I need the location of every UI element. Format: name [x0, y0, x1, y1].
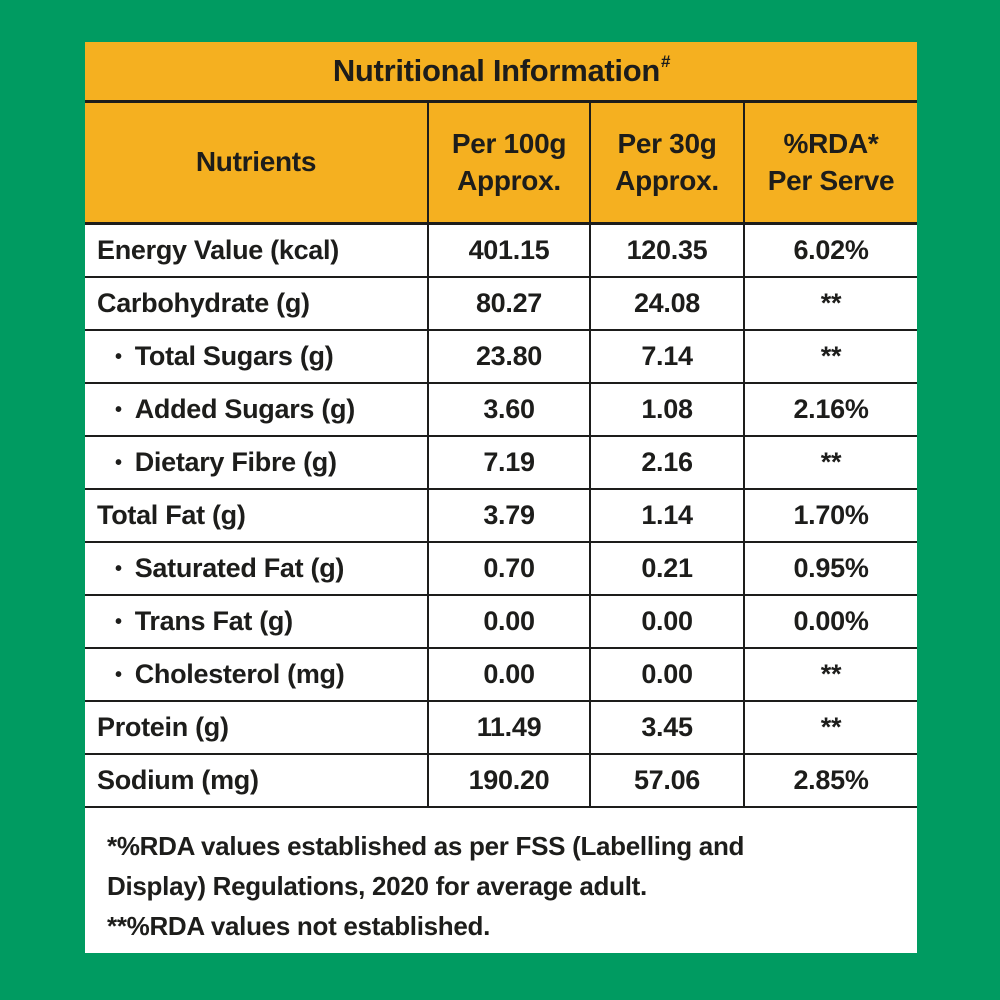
table-row-added-sugars: • Added Sugars (g) 3.60 1.08 2.16%: [85, 384, 917, 437]
bullet-icon: •: [115, 345, 122, 368]
bullet-icon: •: [115, 663, 122, 686]
row-label: Energy Value (kcal): [97, 235, 339, 265]
value-per-30g: 24.08: [589, 278, 743, 329]
value-per-30g: 0.00: [589, 649, 743, 700]
value-rda-per-serve: 6.02%: [743, 225, 917, 276]
value-rda-per-serve: 2.85%: [743, 755, 917, 806]
title-superscript-hash: #: [661, 52, 671, 71]
table-title-row: Nutritional Information #: [85, 42, 917, 103]
row-label: • Dietary Fibre (g): [85, 437, 427, 488]
value-per-100g: 3.79: [427, 490, 589, 541]
value-rda-per-serve: **: [743, 649, 917, 700]
value-per-100g: 11.49: [427, 702, 589, 753]
value-per-100g: 80.27: [427, 278, 589, 329]
value-rda-per-serve: **: [743, 437, 917, 488]
bullet-icon: •: [115, 557, 122, 580]
value-per-30g: 0.21: [589, 543, 743, 594]
column-header-per-30g: Per 30g Approx.: [589, 103, 743, 222]
value-per-30g: 120.35: [589, 225, 743, 276]
row-label: Protein (g): [97, 712, 229, 742]
value-per-100g: 3.60: [427, 384, 589, 435]
value-per-100g: 0.00: [427, 596, 589, 647]
value-rda-per-serve: 1.70%: [743, 490, 917, 541]
value-per-30g: 0.00: [589, 596, 743, 647]
value-rda-per-serve: 0.95%: [743, 543, 917, 594]
value-per-100g: 0.70: [427, 543, 589, 594]
table-row-dietary-fibre: • Dietary Fibre (g) 7.19 2.16 **: [85, 437, 917, 490]
column-header-rda-per-serve: %RDA* Per Serve: [743, 103, 917, 222]
table-row-total-fat: Total Fat (g) 3.79 1.14 1.70%: [85, 490, 917, 543]
table-row-total-sugars: • Total Sugars (g) 23.80 7.14 **: [85, 331, 917, 384]
value-rda-per-serve: 0.00%: [743, 596, 917, 647]
value-per-30g: 57.06: [589, 755, 743, 806]
table-row-carbohydrate: Carbohydrate (g) 80.27 24.08 **: [85, 278, 917, 331]
value-per-100g: 0.00: [427, 649, 589, 700]
value-rda-per-serve: 2.16%: [743, 384, 917, 435]
footnote-rda-not-established: **%RDA values not established.: [107, 911, 491, 941]
table-title: Nutritional Information: [332, 53, 661, 88]
value-per-30g: 3.45: [589, 702, 743, 753]
bullet-icon: •: [115, 610, 122, 633]
table-row-energy-value: Energy Value (kcal) 401.15 120.35 6.02%: [85, 225, 917, 278]
column-header-row: Nutrients Per 100g Approx. Per 30g Appro…: [85, 103, 917, 225]
table-row-saturated-fat: • Saturated Fat (g) 0.70 0.21 0.95%: [85, 543, 917, 596]
row-label: • Added Sugars (g): [85, 384, 427, 435]
value-rda-per-serve: **: [743, 702, 917, 753]
bullet-icon: •: [115, 398, 122, 421]
bullet-icon: •: [115, 451, 122, 474]
row-label: • Cholesterol (mg): [85, 649, 427, 700]
row-label: Carbohydrate (g): [97, 288, 310, 318]
column-header-nutrients: Nutrients: [195, 146, 317, 178]
row-label: Total Fat (g): [97, 500, 246, 530]
value-per-30g: 1.08: [589, 384, 743, 435]
table-row-cholesterol: • Cholesterol (mg) 0.00 0.00 **: [85, 649, 917, 702]
value-per-30g: 2.16: [589, 437, 743, 488]
row-label: Sodium (mg): [97, 765, 259, 795]
column-header-per-100g: Per 100g Approx.: [427, 103, 589, 222]
row-label: • Total Sugars (g): [85, 331, 427, 382]
value-rda-per-serve: **: [743, 331, 917, 382]
row-label: • Trans Fat (g): [85, 596, 427, 647]
table-row-sodium: Sodium (mg) 190.20 57.06 2.85%: [85, 755, 917, 808]
value-per-100g: 401.15: [427, 225, 589, 276]
table-row-protein: Protein (g) 11.49 3.45 **: [85, 702, 917, 755]
value-per-100g: 7.19: [427, 437, 589, 488]
value-per-30g: 1.14: [589, 490, 743, 541]
value-per-100g: 23.80: [427, 331, 589, 382]
footnote-rda-established: *%RDA values established as per FSS (Lab…: [107, 831, 745, 901]
nutrition-facts-table: Nutritional Information # Nutrients Per 1…: [85, 42, 917, 953]
footnotes-section: *%RDA values established as per FSS (Lab…: [85, 808, 917, 953]
value-per-100g: 190.20: [427, 755, 589, 806]
row-label: • Saturated Fat (g): [85, 543, 427, 594]
value-rda-per-serve: **: [743, 278, 917, 329]
value-per-30g: 7.14: [589, 331, 743, 382]
table-row-trans-fat: • Trans Fat (g) 0.00 0.00 0.00%: [85, 596, 917, 649]
